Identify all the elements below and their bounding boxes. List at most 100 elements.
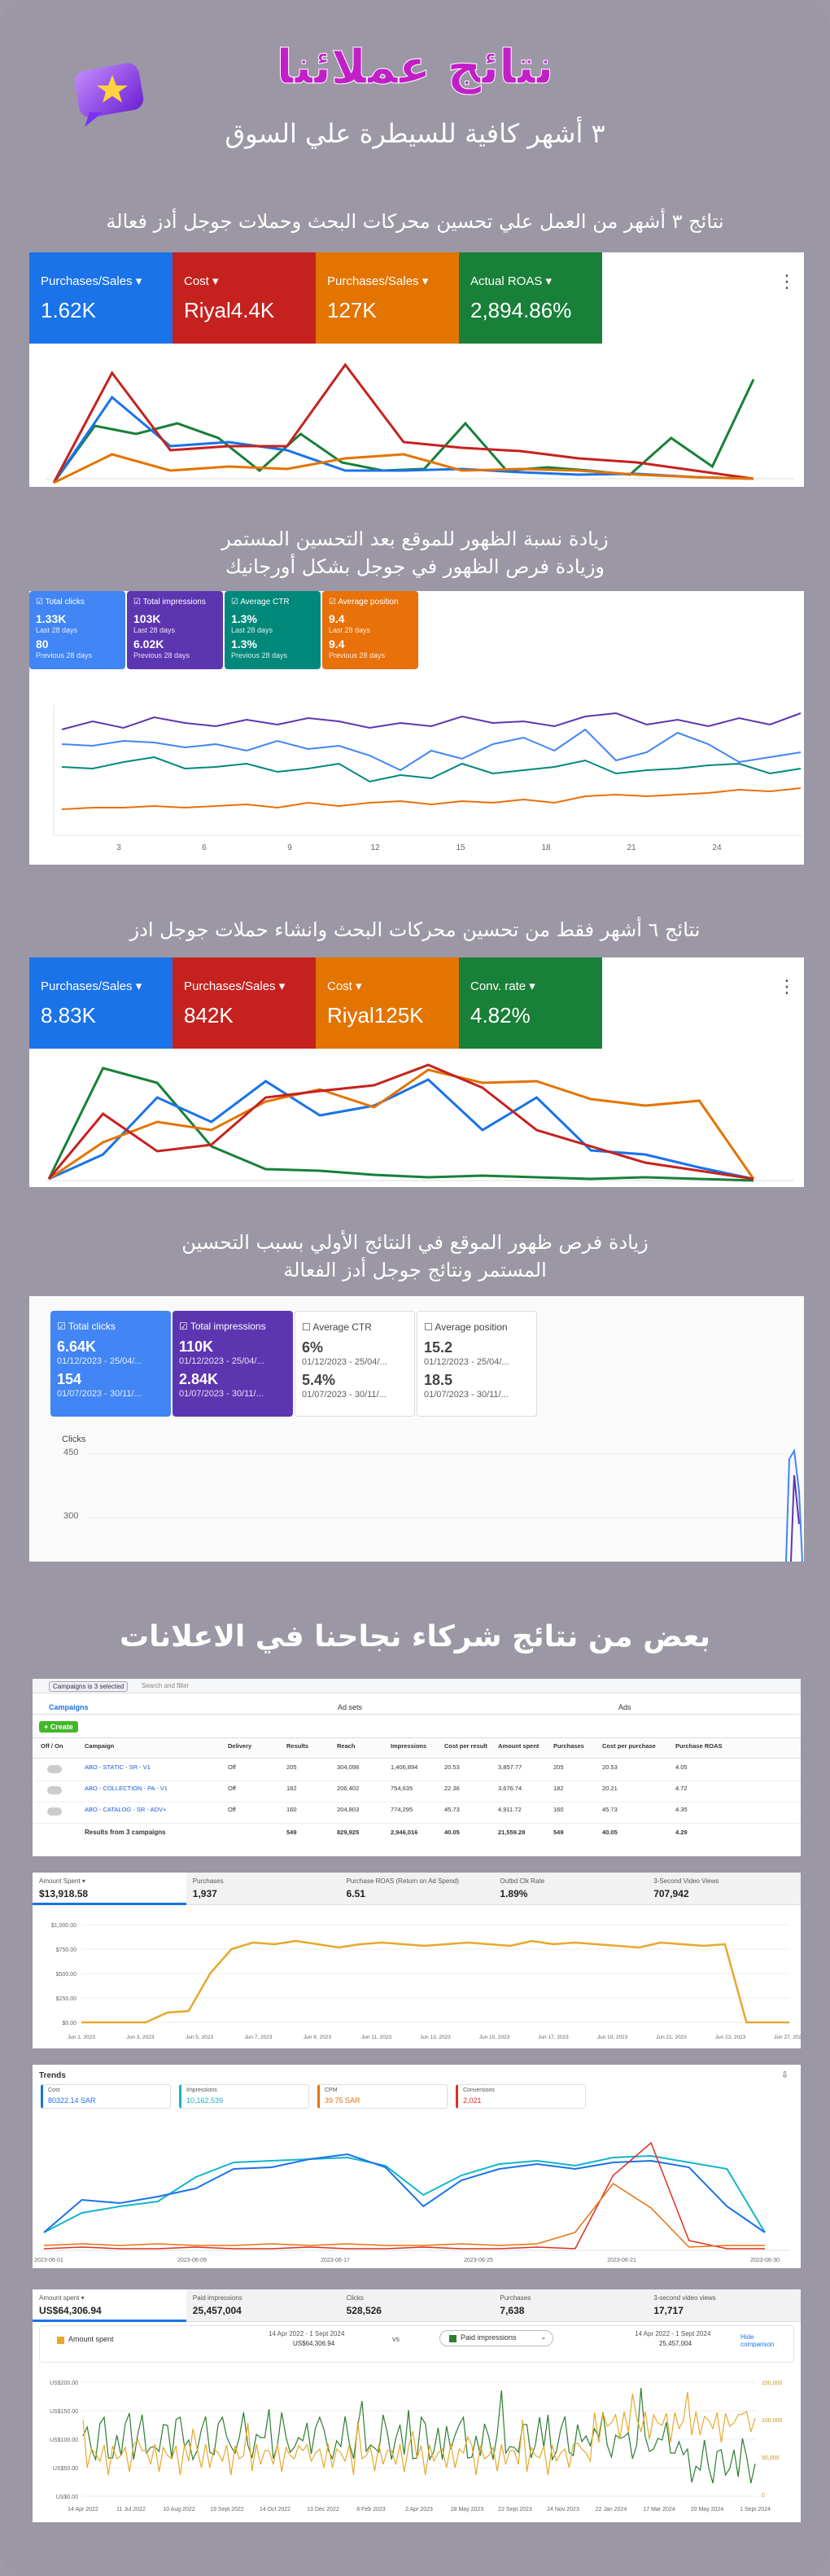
search-input[interactable]: Search and filter <box>142 1682 190 1689</box>
table-header[interactable]: Campaign <box>85 1742 115 1750</box>
tile-value: 110K <box>179 1338 214 1355</box>
metric-tile[interactable]: Cost ▾ Riyal125K <box>316 957 459 1049</box>
table-header[interactable]: Delivery <box>228 1742 252 1750</box>
metric-label: Cost ▾ <box>184 274 219 288</box>
table-cell: 205 <box>286 1763 297 1771</box>
table-row[interactable] <box>33 1803 801 1824</box>
table-cell[interactable]: ABO - COLLECTION - PA - V1 <box>85 1785 168 1792</box>
section4-line-chart <box>86 1448 803 1562</box>
metric-tab[interactable]: Paid impressions 25,457,004 <box>186 2289 340 2322</box>
table-cell: 22.36 <box>444 1785 460 1792</box>
tile-label: ☑ Average CTR <box>231 598 290 607</box>
toggle-switch[interactable] <box>47 1807 62 1816</box>
trend-metric[interactable]: Conversions 2,021 <box>456 2084 586 2109</box>
y-tick: $1,000.00 <box>51 1923 76 1929</box>
table-header[interactable]: Cost per result <box>444 1742 487 1750</box>
more-options-icon[interactable]: ⋮ <box>778 272 796 292</box>
search-console-tile[interactable]: ☑ Average CTR 1.3% Last 28 days 1.3% Previou… <box>225 591 321 669</box>
table-header[interactable]: Amount spent <box>498 1742 540 1750</box>
metric-tab[interactable]: Outbd Clk Rate 1.89% <box>493 1873 648 1905</box>
table-header[interactable]: Results <box>286 1742 309 1750</box>
toggle-switch[interactable] <box>47 1786 62 1794</box>
filter-chip[interactable]: Campaigns is 3 selected <box>49 1681 129 1692</box>
more-options-icon[interactable]: ⋮ <box>778 977 796 997</box>
metric-tab-value: 25,457,004 <box>192 2305 242 2316</box>
y-tick: 300 <box>63 1511 79 1521</box>
create-button[interactable]: + Create <box>39 1721 78 1733</box>
table-row[interactable] <box>33 1781 801 1803</box>
x-tick: 2023-06-25 <box>464 2258 493 2263</box>
x-tick: Jun 17, 2023 <box>538 2035 569 2040</box>
metric-tile[interactable]: Conv. rate ▾ 4.82% <box>459 957 602 1049</box>
metric-value: 127K <box>327 298 377 322</box>
hide-comparison-link[interactable]: Hide comparison <box>740 2333 775 2348</box>
metric-tab-label: 3-second video views <box>653 2294 716 2302</box>
search-console-tile[interactable]: ☑ Average position 9.4 Last 28 days 9.4 Prev… <box>322 591 418 669</box>
x-tick: 2023-06-30 <box>750 2258 780 2263</box>
x-tick: Jun 7, 2023 <box>245 2035 273 2040</box>
metric-tab[interactable]: Amount spent ▾ US$64,306.94 <box>33 2289 186 2322</box>
trend-metric[interactable]: CPM 39.75 SAR <box>317 2084 448 2109</box>
tab-adsets[interactable]: Ad sets <box>338 1703 363 1711</box>
metric-tab[interactable]: Amount Spent ▾ $13,918.58 <box>33 1873 186 1905</box>
tile-previous-value: 2.84K <box>179 1371 219 1387</box>
metric-tile[interactable]: Purchases/Sales ▾ 1.62K <box>29 252 173 344</box>
search-console-tile[interactable]: ☑ Total impressions 110K 01/12/2023 - 25/0… <box>173 1311 293 1417</box>
trend-metric[interactable]: Cost 80322.14 SAR <box>41 2084 171 2109</box>
trend-metric[interactable]: Impressions 10,162,539 <box>179 2084 309 2109</box>
table-cell[interactable]: ABO - CATALOG - SR - ADV+ <box>85 1806 167 1813</box>
table-header[interactable]: Purchases <box>553 1742 584 1750</box>
header-subtitle: ٣ أشهر كافية للسيطرة علي السوق <box>225 118 605 149</box>
search-console-panel-2: ☑ Total clicks 6.64K 01/12/2023 - 25/04/..… <box>29 1296 804 1562</box>
chevron-down-icon: ⌄ <box>540 2333 547 2341</box>
table-cell: Off <box>228 1763 236 1771</box>
table-cell: 304,098 <box>337 1763 360 1771</box>
metric-tab[interactable]: Purchases 7,638 <box>493 2289 648 2322</box>
search-console-tile[interactable]: ☑ Total clicks 1.33K Last 28 days 80 Previou… <box>29 591 125 669</box>
metric-tile[interactable]: Actual ROAS ▾ 2,894.86% <box>459 252 602 344</box>
metric-tile[interactable]: Cost ▾ Riyal4.4K <box>173 252 316 344</box>
tile-label: ☑ Total clicks <box>57 1321 116 1332</box>
tab-campaigns[interactable]: Campaigns <box>49 1703 89 1711</box>
metric-tab[interactable]: 3-second video views 17,717 <box>647 2289 801 2322</box>
table-cell: 774,295 <box>391 1806 413 1813</box>
x-tick: Jun 9, 2023 <box>304 2035 331 2040</box>
table-cell: 20.21 <box>602 1785 618 1792</box>
table-header[interactable]: Cost per purchase <box>602 1742 656 1750</box>
table-cell: 4.05 <box>675 1763 688 1771</box>
tile-period: Previous 28 days <box>231 651 288 659</box>
metric-tab[interactable]: Clicks 528,526 <box>339 2289 494 2322</box>
metric-tile[interactable]: Purchases/Sales ▾ 842K <box>173 957 316 1049</box>
search-console-tile[interactable]: ☑ Total impressions 103K Last 28 days 6.02K… <box>127 591 223 669</box>
toggle-switch[interactable] <box>47 1765 62 1773</box>
metric-tab[interactable]: Purchases 1,937 <box>186 1873 340 1905</box>
table-cell[interactable]: ABO - STATIC - SR - V1 <box>85 1763 151 1771</box>
download-icon[interactable]: ⇩ <box>781 2070 789 2080</box>
table-header[interactable]: Impressions <box>391 1742 427 1750</box>
y-tick-right: 50,000 <box>762 2456 780 2461</box>
metric-tile[interactable]: Purchases/Sales ▾ 8.83K <box>29 957 173 1049</box>
tab-ads[interactable]: Ads <box>618 1703 631 1711</box>
totals-cell: 40.05 <box>444 1829 460 1836</box>
table-header[interactable]: Purchase ROAS <box>675 1742 723 1750</box>
trends-line-chart: 2023-06-01 2023-06-09 2023-06-17 2023-06-25… <box>34 2141 789 2263</box>
y-tick: $750.00 <box>56 1947 76 1953</box>
metric-tab-value: 17,717 <box>653 2305 684 2316</box>
tile-previous-value: 9.4 <box>329 637 345 651</box>
table-header[interactable]: Reach <box>337 1742 356 1750</box>
table-header[interactable]: Off / On <box>41 1742 63 1750</box>
totals-label: Results from 3 campaigns <box>85 1829 166 1836</box>
search-console-tile[interactable]: ☐ Average position 15.2 01/12/2023 - 25/04… <box>417 1311 537 1417</box>
tile-value: 6% <box>302 1339 324 1356</box>
clicks-axis-label: Clicks <box>62 1435 86 1444</box>
tile-previous-value: 6.02K <box>133 637 164 651</box>
metric-tile[interactable]: Purchases/Sales ▾ 127K <box>316 252 459 344</box>
table-row[interactable] <box>33 1760 801 1781</box>
metric-tab[interactable]: Purchase ROAS (Return on Ad Spend) 6.51 <box>339 1873 494 1905</box>
search-console-tile[interactable]: ☐ Average CTR 6% 01/12/2023 - 25/04/... 5.4… <box>295 1311 415 1417</box>
search-console-tile[interactable]: ☑ Total clicks 6.64K 01/12/2023 - 25/04/..… <box>50 1311 171 1417</box>
metric-tab[interactable]: 3-Second Video Views 707,942 <box>647 1873 801 1905</box>
paid-impressions-select[interactable] <box>439 2330 553 2346</box>
legend-amount-spent: Amount spent <box>68 2335 114 2343</box>
y-tick-right: 150,000 <box>762 2381 782 2386</box>
